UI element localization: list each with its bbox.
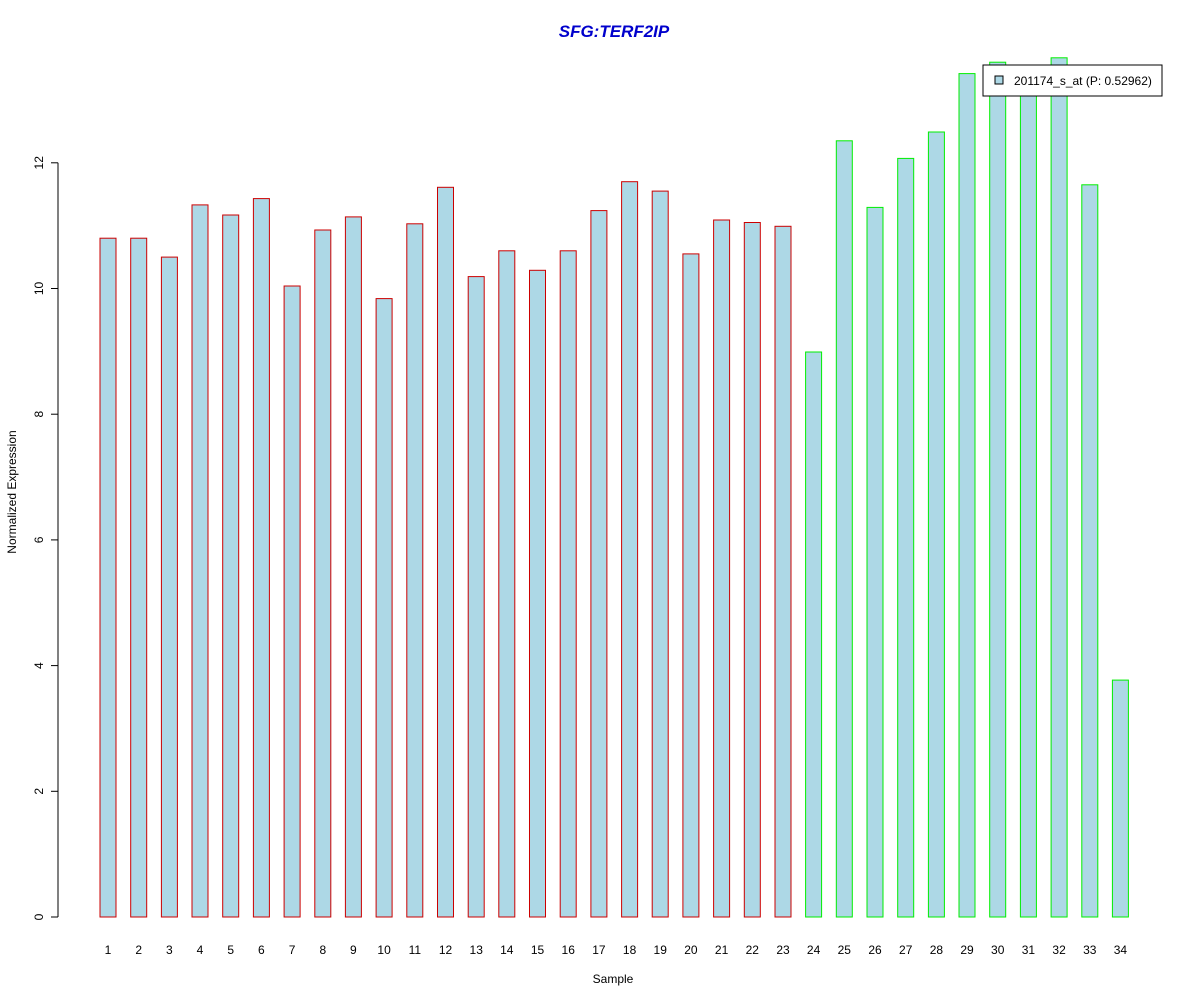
bar-sample-8 bbox=[314, 229, 332, 918]
bar-sample-3 bbox=[160, 256, 178, 918]
legend-box bbox=[982, 64, 1163, 97]
x-tick-label: 7 bbox=[289, 943, 296, 957]
x-tick-label: 19 bbox=[654, 943, 668, 957]
bar-sample-10 bbox=[375, 298, 393, 918]
x-tick-label: 9 bbox=[350, 943, 357, 957]
x-tick-label: 22 bbox=[746, 943, 760, 957]
bar-sample-14 bbox=[498, 250, 516, 918]
bar-sample-31 bbox=[1019, 80, 1037, 918]
x-tick-labels: 1 2 3 4 5 6 7 8 9 10 11 12 13 14 15 16 17 18 19 20 21 22 23 24 2… bbox=[105, 943, 1128, 957]
x-tick-label: 21 bbox=[715, 943, 729, 957]
bars-group bbox=[99, 57, 1129, 918]
legend-swatch bbox=[994, 75, 1004, 85]
x-tick-label: 1 bbox=[105, 943, 112, 957]
bar-sample-6 bbox=[252, 198, 270, 918]
x-tick-label: 23 bbox=[776, 943, 790, 957]
x-tick-label: 5 bbox=[227, 943, 234, 957]
x-tick-label: 32 bbox=[1052, 943, 1066, 957]
bar-sample-11 bbox=[406, 223, 424, 918]
bar-sample-9 bbox=[344, 216, 362, 918]
x-tick-label: 31 bbox=[1022, 943, 1036, 957]
bar-sample-33 bbox=[1081, 184, 1099, 918]
y-tick-label: 4 bbox=[32, 662, 46, 669]
bar-sample-5 bbox=[222, 214, 240, 918]
bar-sample-29 bbox=[958, 73, 976, 918]
x-tick-label: 17 bbox=[592, 943, 606, 957]
bar-sample-18 bbox=[621, 181, 639, 918]
x-tick-label: 8 bbox=[319, 943, 326, 957]
x-tick-label: 27 bbox=[899, 943, 913, 957]
x-tick-label: 14 bbox=[500, 943, 514, 957]
bar-sample-27 bbox=[897, 157, 915, 918]
x-tick-label: 10 bbox=[377, 943, 391, 957]
y-tick-label: 6 bbox=[32, 536, 46, 543]
x-tick-label: 2 bbox=[135, 943, 142, 957]
bar-sample-30 bbox=[989, 61, 1007, 918]
x-axis-label: Sample bbox=[593, 972, 634, 986]
x-tick-label: 29 bbox=[960, 943, 974, 957]
x-tick-label: 11 bbox=[409, 943, 422, 957]
y-tick-label: 8 bbox=[32, 411, 46, 418]
x-tick-label: 34 bbox=[1114, 943, 1128, 957]
bar-sample-1 bbox=[99, 237, 117, 918]
bar-sample-17 bbox=[590, 210, 608, 918]
legend-label: 201174_s_at (P: 0.52962) bbox=[1014, 74, 1152, 88]
x-tick-label: 6 bbox=[258, 943, 265, 957]
y-tick-label: 12 bbox=[32, 156, 46, 170]
bar-sample-23 bbox=[774, 225, 792, 918]
bar-sample-19 bbox=[651, 190, 669, 918]
x-tick-label: 25 bbox=[838, 943, 852, 957]
bar-sample-26 bbox=[866, 206, 884, 918]
x-tick-label: 4 bbox=[197, 943, 204, 957]
bar-sample-34 bbox=[1111, 679, 1129, 918]
bar-sample-20 bbox=[682, 253, 700, 918]
legend: 201174_s_at (P: 0.52962) bbox=[982, 64, 1163, 97]
x-tick-label: 33 bbox=[1083, 943, 1097, 957]
y-axis-label: Normalized Expression bbox=[5, 430, 19, 553]
bar-sample-28 bbox=[927, 131, 945, 918]
x-tick-label: 16 bbox=[562, 943, 576, 957]
bar-sample-24 bbox=[805, 351, 823, 918]
bar-sample-7 bbox=[283, 285, 301, 918]
x-tick-label: 30 bbox=[991, 943, 1005, 957]
x-tick-label: 20 bbox=[684, 943, 698, 957]
bar-sample-12 bbox=[437, 186, 454, 918]
x-tick-label: 13 bbox=[470, 943, 484, 957]
y-tick-label: 10 bbox=[32, 282, 46, 296]
bar-sample-13 bbox=[467, 276, 485, 918]
bar-sample-32 bbox=[1050, 57, 1068, 918]
bar-sample-16 bbox=[559, 250, 577, 918]
x-tick-label: 3 bbox=[166, 943, 173, 957]
bar-sample-21 bbox=[713, 219, 731, 918]
x-tick-label: 15 bbox=[531, 943, 545, 957]
bar-sample-4 bbox=[191, 204, 209, 918]
chart-title: SFG:TERF2IP bbox=[559, 22, 670, 41]
bar-sample-2 bbox=[130, 237, 148, 918]
y-tick-label: 2 bbox=[32, 788, 46, 795]
y-axis: 0 2 4 6 8 10 12 bbox=[32, 156, 59, 920]
y-tick-label: 0 bbox=[32, 913, 46, 920]
bar-sample-25 bbox=[835, 140, 853, 918]
x-tick-label: 12 bbox=[439, 943, 453, 957]
bar-sample-15 bbox=[529, 269, 546, 918]
x-tick-label: 18 bbox=[623, 943, 637, 957]
bar-sample-22 bbox=[743, 222, 761, 918]
x-tick-label: 26 bbox=[868, 943, 882, 957]
x-tick-label: 28 bbox=[930, 943, 944, 957]
x-tick-label: 24 bbox=[807, 943, 821, 957]
